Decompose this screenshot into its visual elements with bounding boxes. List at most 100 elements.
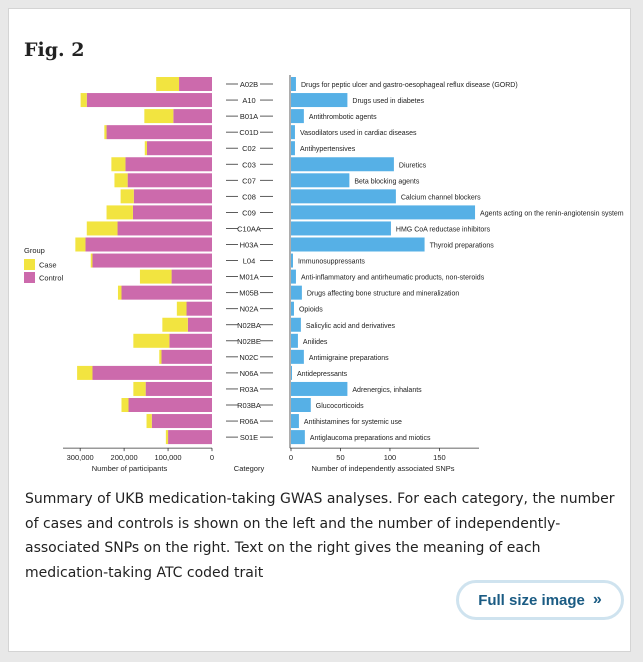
category-label: C10AA — [237, 224, 261, 233]
bar-snps-C03 — [291, 157, 394, 172]
right-x-tick-label: 100 — [384, 453, 397, 462]
category-label: R03BA — [237, 401, 261, 410]
category-label: N02A — [240, 305, 259, 314]
category-description: Vasodilators used in cardiac diseases — [300, 130, 417, 137]
bar-case-C10AA — [86, 221, 118, 236]
bar-control-M01A — [171, 269, 212, 284]
category-description: Anti-inflammatory and antirheumatic prod… — [301, 275, 485, 282]
bar-snps-R03BA — [291, 398, 311, 412]
category-label: S01E — [240, 433, 258, 442]
figure-card: Fig. 2 A02B Drugs for peptic ulcer and ga… — [8, 8, 631, 652]
category-description: Thyroid preparations — [430, 243, 495, 250]
full-size-image-label: Full size image — [478, 591, 585, 609]
bar-control-A02B — [179, 77, 212, 91]
category-label: C01D — [239, 128, 259, 137]
left-x-axis-title: Number of participants — [92, 464, 168, 473]
bar-case-R06A — [146, 414, 152, 429]
bar-control-A10 — [86, 93, 212, 108]
category-description: Opioids — [299, 307, 323, 314]
bar-control-C08 — [133, 189, 212, 204]
bar-snps-A10 — [291, 93, 348, 108]
right-x-tick-label: 0 — [289, 453, 293, 462]
legend-title: Group — [24, 246, 45, 255]
category-description: Glucocorticoids — [316, 403, 364, 410]
bar-snps-C01D — [291, 125, 295, 140]
bar-case-A10 — [80, 93, 87, 108]
legend-swatch-case — [24, 259, 35, 270]
category-description: Antihistamines for systemic use — [304, 419, 402, 426]
bar-control-N02BE — [169, 333, 212, 348]
right-x-axis-title: Number of independently associated SNPs — [312, 464, 455, 473]
left-x-tick-label: 0 — [210, 453, 214, 462]
full-size-image-button[interactable]: Full size image » — [456, 580, 624, 620]
category-label: C02 — [242, 144, 256, 153]
bar-case-C03 — [111, 157, 126, 172]
bar-control-R06A — [151, 414, 212, 429]
bar-control-N02A — [186, 301, 212, 316]
category-label: A10 — [242, 96, 255, 105]
bar-case-B01A — [144, 109, 174, 124]
bar-case-N06A — [77, 365, 93, 380]
bar-case-H03A — [75, 237, 86, 252]
bar-case-L04 — [90, 253, 93, 268]
category-label: B01A — [240, 112, 258, 121]
category-label: N06A — [240, 369, 259, 378]
bar-control-N02BA — [187, 317, 212, 332]
left-x-tick-label: 300,000 — [67, 453, 94, 462]
bar-case-M01A — [139, 269, 172, 284]
bar-control-C07 — [127, 173, 212, 188]
category-label: R03A — [240, 385, 259, 394]
bar-case-C02 — [144, 141, 147, 156]
bar-snps-S01E — [291, 430, 305, 445]
category-label: N02BA — [237, 321, 261, 330]
bar-control-N06A — [92, 365, 212, 380]
bar-control-R03A — [145, 381, 212, 396]
category-description: Drugs for peptic ulcer and gastro-oesoph… — [301, 82, 518, 89]
category-description: Antiglaucoma preparations and miotics — [310, 435, 431, 442]
bar-snps-N02A — [291, 301, 294, 316]
bar-case-A02B — [156, 77, 180, 91]
bar-snps-H03A — [291, 237, 425, 252]
bar-snps-N02BE — [291, 333, 298, 348]
bar-case-C07 — [114, 173, 128, 188]
category-description: Beta blocking agents — [354, 178, 419, 185]
category-description: Salicylic acid and derivatives — [306, 323, 396, 330]
category-label: H03A — [240, 241, 259, 250]
bar-snps-C08 — [291, 189, 396, 204]
bar-case-C01D — [104, 125, 107, 140]
right-x-tick-label: 150 — [433, 453, 446, 462]
bar-control-S01E — [168, 430, 212, 445]
figure-title: Fig. 2 — [24, 39, 85, 61]
category-description: Antithrombotic agents — [309, 114, 377, 121]
bar-control-N02C — [161, 349, 212, 364]
legend-label-case: Case — [39, 261, 57, 270]
category-label: C07 — [242, 176, 256, 185]
bar-control-C03 — [125, 157, 212, 172]
category-description: Anilides — [303, 339, 328, 346]
category-label: C03 — [242, 160, 256, 169]
bar-case-R03A — [133, 381, 146, 396]
category-label: R06A — [240, 417, 259, 426]
left-x-tick-label: 200,000 — [111, 453, 138, 462]
right-x-tick-label: 50 — [336, 453, 344, 462]
bar-snps-M01A — [291, 269, 296, 284]
bar-control-R03BA — [128, 398, 212, 412]
category-description: HMG CoA reductase inhibitors — [396, 226, 491, 233]
category-description: Adrenergics, inhalants — [352, 387, 422, 394]
category-label: M01A — [239, 273, 259, 282]
bar-snps-C10AA — [291, 221, 391, 236]
bar-case-N02A — [176, 301, 187, 316]
bar-snps-M05B — [291, 285, 302, 300]
bar-case-C09 — [106, 205, 133, 220]
bar-control-C02 — [146, 141, 212, 156]
category-label: N02BE — [237, 337, 261, 346]
bar-control-H03A — [85, 237, 212, 252]
category-description: Antidepressants — [297, 371, 348, 378]
category-description: Calcium channel blockers — [401, 194, 481, 201]
category-label: M05B — [239, 289, 259, 298]
chevron-right-icon: » — [592, 591, 602, 608]
bar-snps-N02C — [291, 349, 304, 364]
bar-control-C09 — [132, 205, 212, 220]
category-label: C09 — [242, 208, 256, 217]
bar-snps-A02B — [291, 77, 296, 91]
